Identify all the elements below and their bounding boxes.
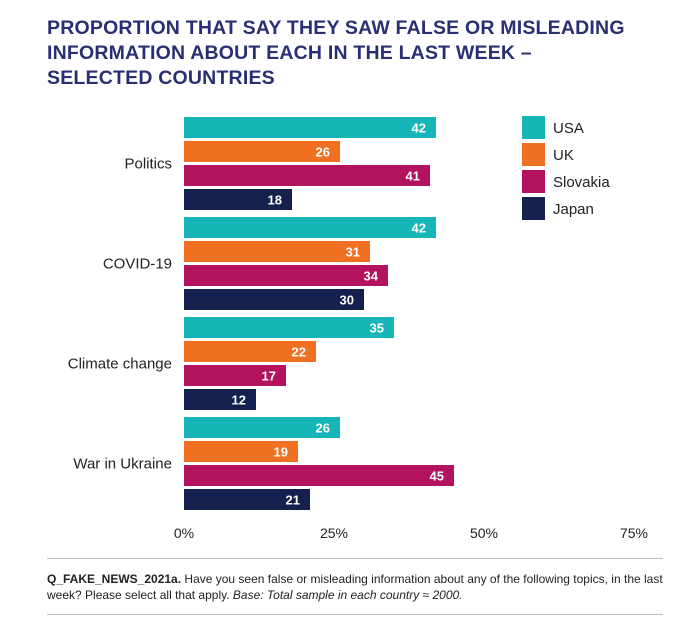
- bar-politics-uk: [184, 141, 340, 162]
- category-label-covid-19: COVID-19: [103, 256, 172, 273]
- bar-politics-usa: [184, 117, 436, 138]
- bar-value-label-politics-uk: 26: [316, 145, 330, 160]
- bar-covid-19-uk: [184, 241, 370, 262]
- bar-value-label-covid-19-slovakia: 34: [364, 269, 379, 284]
- bar-value-label-climate-change-slovakia: 17: [262, 369, 276, 384]
- legend-swatch-japan: [522, 197, 545, 220]
- bar-value-label-covid-19-uk: 31: [346, 245, 360, 260]
- legend-swatch-uk: [522, 143, 545, 166]
- bar-climate-change-slovakia: [184, 365, 286, 386]
- question-code: Q_FAKE_NEWS_2021a.: [47, 572, 182, 586]
- bar-war-in-ukraine-japan: [184, 489, 310, 510]
- category-label-politics: Politics: [124, 156, 172, 173]
- bar-value-label-climate-change-usa: 35: [370, 321, 384, 336]
- bar-value-label-politics-japan: 18: [268, 193, 282, 208]
- category-label-war-in-ukraine: War in Ukraine: [73, 456, 172, 473]
- bar-climate-change-japan: [184, 389, 256, 410]
- footnote: Q_FAKE_NEWS_2021a. Have you seen false o…: [47, 571, 663, 603]
- bar-value-label-war-in-ukraine-slovakia: 45: [430, 469, 444, 484]
- title-line-3: SELECTED COUNTRIES: [47, 67, 275, 89]
- bar-value-label-war-in-ukraine-japan: 21: [286, 493, 300, 508]
- bar-value-label-covid-19-japan: 30: [340, 293, 354, 308]
- bar-war-in-ukraine-slovakia: [184, 465, 454, 486]
- bar-climate-change-uk: [184, 341, 316, 362]
- bar-value-label-climate-change-uk: 22: [292, 345, 306, 360]
- footnote-bottom-rule: [47, 614, 663, 615]
- bar-value-label-war-in-ukraine-usa: 26: [316, 421, 330, 436]
- footnote-top-rule: [47, 558, 663, 559]
- title-line-1: PROPORTION THAT SAY THEY SAW FALSE OR MI…: [47, 17, 625, 39]
- bar-value-label-politics-slovakia: 41: [406, 169, 420, 184]
- title-line-2: INFORMATION ABOUT EACH IN THE LAST WEEK …: [47, 42, 532, 64]
- bar-climate-change-usa: [184, 317, 394, 338]
- bar-value-label-climate-change-japan: 12: [232, 393, 246, 408]
- chart-title: PROPORTION THAT SAY THEY SAW FALSE OR MI…: [47, 16, 667, 91]
- legend-label-usa: USA: [553, 120, 584, 137]
- question-text: Have you seen false or misleading inform…: [47, 572, 663, 602]
- bar-war-in-ukraine-uk: [184, 441, 298, 462]
- x-tick-label-75: 75%: [620, 525, 648, 541]
- legend-label-japan: Japan: [553, 201, 594, 218]
- bar-value-label-covid-19-usa: 42: [412, 221, 426, 236]
- x-tick-label-0: 0%: [174, 525, 194, 541]
- sample-base: Base: Total sample in each country ≈ 200…: [232, 588, 463, 602]
- bar-chart: 42 26 41 18 Politics 42 31 34 30 COVID-19 35 22 17 12…: [68, 116, 648, 541]
- legend-label-uk: UK: [553, 147, 574, 164]
- legend-swatch-usa: [522, 116, 545, 139]
- bar-value-label-politics-usa: 42: [412, 121, 426, 136]
- bar-politics-japan: [184, 189, 292, 210]
- bar-covid-19-usa: [184, 217, 436, 238]
- category-label-climate-change: Climate change: [68, 356, 172, 373]
- bar-covid-19-slovakia: [184, 265, 388, 286]
- legend-label-slovakia: Slovakia: [553, 174, 610, 191]
- x-tick-label-50: 50%: [470, 525, 498, 541]
- bar-value-label-war-in-ukraine-uk: 19: [274, 445, 288, 460]
- bar-covid-19-japan: [184, 289, 364, 310]
- x-tick-label-25: 25%: [320, 525, 348, 541]
- bar-politics-slovakia: [184, 165, 430, 186]
- legend-swatch-slovakia: [522, 170, 545, 193]
- bar-war-in-ukraine-usa: [184, 417, 340, 438]
